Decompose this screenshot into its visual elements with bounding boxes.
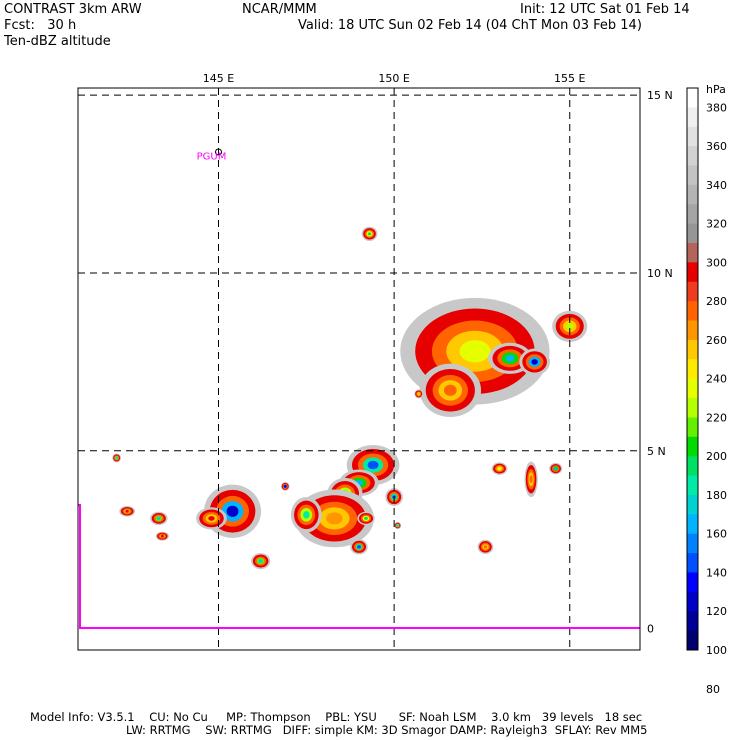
colorbar-swatch bbox=[687, 262, 698, 283]
colorbar-swatch bbox=[687, 514, 698, 535]
valid-time: Valid: 18 UTC Sun 02 Feb 14 (04 ChT Mon … bbox=[298, 18, 642, 33]
field-name: Ten-dBZ altitude bbox=[4, 34, 111, 49]
colorbar-swatch bbox=[687, 339, 698, 360]
colorbar-swatch bbox=[687, 475, 698, 496]
lat-tick-label: 15 N bbox=[647, 89, 673, 102]
colorbar-swatch bbox=[687, 378, 698, 399]
colorbar-swatch bbox=[687, 184, 698, 205]
storm-cell bbox=[350, 539, 368, 555]
colorbar-tick-label: 140 bbox=[706, 566, 727, 579]
station-label: PGUM bbox=[197, 152, 227, 163]
colorbar-swatch bbox=[687, 88, 698, 108]
colorbar-tick-label: 340 bbox=[706, 179, 727, 192]
colorbar-tick-label: 280 bbox=[706, 295, 727, 308]
storm-cell bbox=[549, 462, 563, 475]
domain-boundary bbox=[78, 504, 640, 629]
storm-cell bbox=[250, 553, 271, 570]
colorbar-swatch bbox=[687, 146, 698, 166]
storm-cell bbox=[552, 310, 588, 342]
colorbar-swatch bbox=[687, 611, 698, 632]
colorbar-swatch bbox=[687, 320, 698, 341]
colorbar-swatch bbox=[687, 436, 698, 457]
lat-tick-label: 5 N bbox=[647, 445, 666, 458]
colorbar-tick-label: 300 bbox=[706, 256, 727, 269]
init-time: Init: 12 UTC Sat 01 Feb 14 bbox=[520, 2, 690, 17]
colorbar-swatch bbox=[687, 553, 698, 573]
colorbar-tick-label: 120 bbox=[706, 605, 727, 618]
colorbar-swatch bbox=[687, 359, 698, 380]
storm-cell bbox=[290, 497, 322, 533]
colorbar-tick-label: 180 bbox=[706, 489, 727, 502]
colorbar-tick-label: 360 bbox=[706, 140, 727, 153]
colorbar-swatch bbox=[687, 243, 698, 263]
colorbar-swatch bbox=[687, 223, 698, 244]
colorbar-swatch bbox=[687, 165, 698, 186]
lat-tick-label: 0 bbox=[647, 623, 654, 636]
storm-cell bbox=[361, 226, 378, 241]
colorbar-swatch bbox=[687, 281, 698, 302]
colorbar-swatch bbox=[687, 630, 698, 651]
colorbar-tick-label: 100 bbox=[706, 644, 727, 657]
colorbar-swatch bbox=[687, 456, 698, 476]
forecast-map: 145 E 150 E 155 E 15 N 10 N 5 N 0 PGUM hPa 380 36… bbox=[77, 72, 727, 696]
colorbar-tick-label: 220 bbox=[706, 411, 727, 424]
lon-tick-label: 145 E bbox=[203, 72, 234, 85]
colorbar-tick-label: 160 bbox=[706, 528, 727, 541]
station-marker: PGUM bbox=[197, 148, 227, 163]
storm-cell bbox=[196, 507, 227, 530]
model-info-line2: LW: RRTMG SW: RRTMG DIFF: simple KM: 3D … bbox=[126, 723, 648, 737]
colorbar-swatch bbox=[687, 572, 698, 593]
storm-cell bbox=[119, 505, 136, 517]
lon-tick-label: 155 E bbox=[554, 72, 585, 85]
colorbar-tick-label: 260 bbox=[706, 334, 727, 347]
lat-tick-label: 10 N bbox=[647, 267, 673, 280]
storm-cell bbox=[357, 511, 375, 526]
colorbar-tick-label: 200 bbox=[706, 450, 727, 463]
plot-frame bbox=[77, 87, 641, 651]
colorbar-swatch bbox=[687, 107, 698, 128]
storm-cell bbox=[280, 481, 290, 491]
colorbar-swatch bbox=[687, 126, 698, 147]
colorbar-swatch bbox=[687, 494, 698, 515]
model-title: CONTRAST 3km ARW bbox=[4, 2, 142, 17]
colorbar-unit: hPa bbox=[706, 83, 726, 96]
colorbar-tick-label: 80 bbox=[706, 683, 720, 696]
colorbar-swatch bbox=[687, 398, 698, 418]
storm-cell bbox=[155, 531, 169, 541]
lon-tick-label: 150 E bbox=[378, 72, 409, 85]
storm-cell bbox=[524, 461, 538, 498]
colorbar-swatch bbox=[687, 591, 698, 612]
storm-cell bbox=[414, 389, 424, 399]
storm-cell bbox=[477, 539, 494, 554]
storm-cell bbox=[419, 363, 482, 418]
forecast-hour: Fcst: 30 h bbox=[4, 18, 77, 33]
colorbar-tick-label: 320 bbox=[706, 218, 727, 231]
colorbar-swatch bbox=[687, 417, 698, 438]
colorbar-swatch bbox=[687, 533, 698, 554]
storm-cell bbox=[519, 348, 550, 376]
colorbar-frame bbox=[686, 87, 699, 651]
organization: NCAR/MMM bbox=[242, 2, 317, 17]
colorbar-tick-label: 380 bbox=[706, 101, 727, 114]
model-info-line1: Model Info: V3.5.1 CU: No Cu MP: Thompso… bbox=[30, 710, 643, 724]
storm-cell bbox=[394, 521, 402, 530]
colorbar-swatch bbox=[687, 204, 698, 225]
colorbar-swatch bbox=[687, 301, 698, 321]
colorbar-tick-label: 240 bbox=[706, 373, 727, 386]
storm-cell bbox=[112, 453, 122, 463]
storm-cell bbox=[491, 462, 508, 475]
storm-cell bbox=[150, 511, 168, 526]
